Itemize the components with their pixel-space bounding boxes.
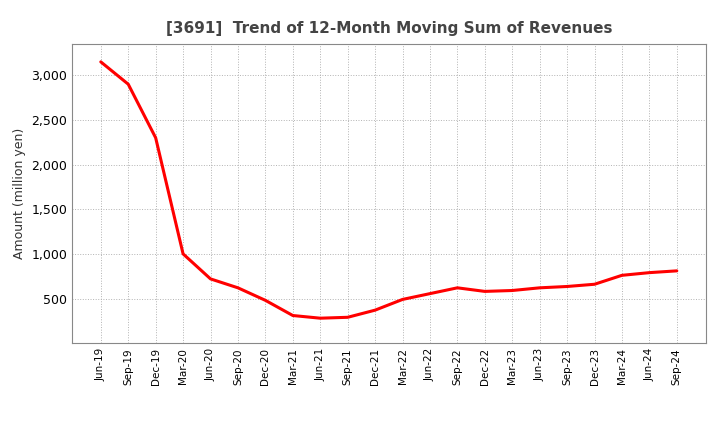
Title: [3691]  Trend of 12-Month Moving Sum of Revenues: [3691] Trend of 12-Month Moving Sum of R… [166, 21, 612, 36]
Y-axis label: Amount (million yen): Amount (million yen) [13, 128, 26, 259]
